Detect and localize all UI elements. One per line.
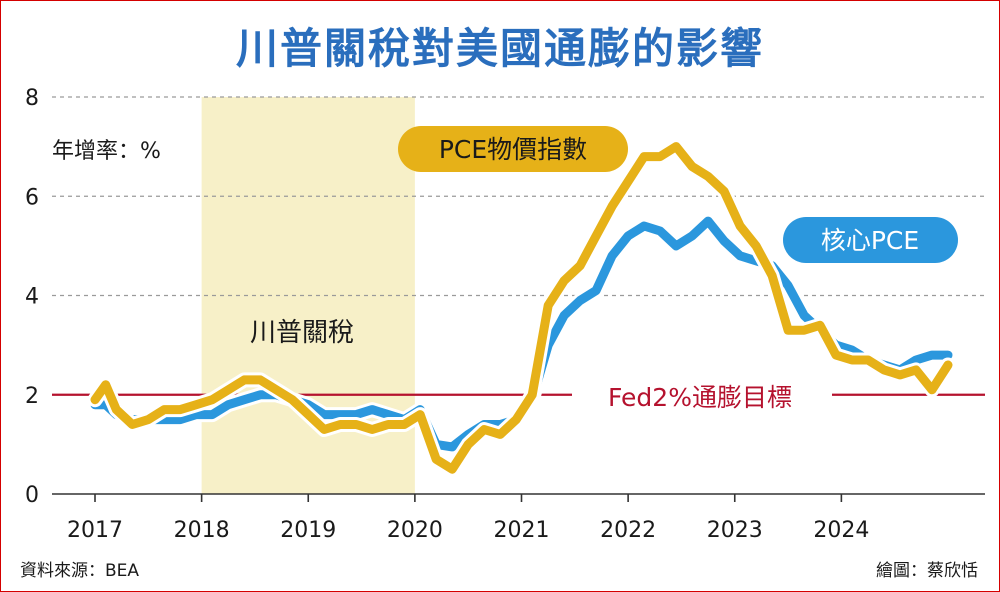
credit-note: 繪圖：蔡欣恬 (876, 561, 978, 581)
x-tick-label: 2019 (280, 518, 336, 543)
x-tick-label: 2022 (600, 518, 656, 543)
core-pce-legend-badge (783, 217, 958, 263)
pce-legend-badge (398, 126, 628, 172)
y-tick-label: 2 (25, 384, 39, 409)
shade-label: 川普關稅 (250, 318, 354, 348)
x-tick-label: 2020 (387, 518, 443, 543)
fed-target-label: Fed2%通膨目標 (608, 383, 792, 412)
series-lines (87, 139, 956, 477)
x-tick-label: 2018 (174, 518, 230, 543)
y-tick-label: 0 (25, 483, 39, 508)
x-tick-label: 2021 (494, 518, 550, 543)
x-axis: 2017 2018 2019 2020 2021 2022 2023 2024 (52, 493, 985, 543)
y-tick-label: 8 (25, 86, 39, 111)
core-pce-legend-label: 核心PCE (821, 226, 919, 255)
x-tick-label: 2017 (67, 518, 123, 543)
source-note: 資料來源：BEA (20, 561, 139, 581)
series-line-pce (90, 142, 953, 474)
chart-title: 川普關稅對美國通膨的影響 (236, 24, 764, 73)
pce-legend-label: PCE物價指數 (439, 135, 587, 164)
y-tick-label: 4 (25, 285, 39, 310)
y-tick-label: 6 (25, 185, 39, 210)
x-tick-label: 2024 (813, 518, 869, 543)
x-tick-label: 2023 (707, 518, 763, 543)
y-axis-label: 年增率：% (52, 139, 161, 164)
fed-label-bg (572, 380, 832, 414)
y-axis-ticks: 0 2 4 6 8 (25, 86, 39, 508)
